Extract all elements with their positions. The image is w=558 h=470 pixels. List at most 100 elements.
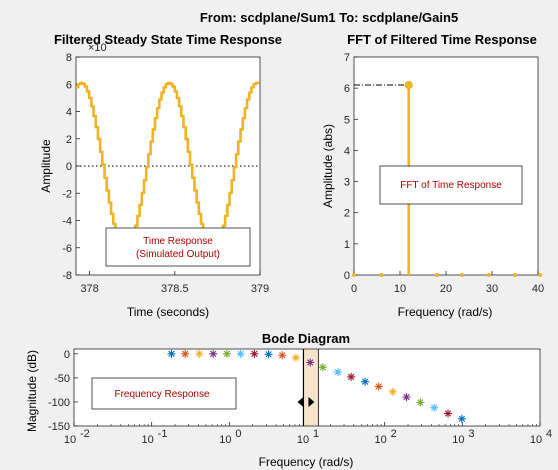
fft-xtick-label: 20	[440, 283, 452, 295]
bode-xtick-label: 10	[452, 434, 464, 446]
time-response-xtick-label: 378.5	[161, 283, 189, 295]
bode-data-point	[278, 351, 287, 360]
figure-suptitle: From: scdplane/Sum1 To: scdplane/Gain5	[200, 10, 458, 25]
bode-xtick-label: 10	[142, 434, 154, 446]
bode-data-point	[444, 409, 453, 418]
bode-xtick-exponent: 1	[313, 428, 319, 440]
bode-xtick-label: 10	[375, 434, 387, 446]
time-response-ytick-label: 6	[66, 79, 72, 91]
bode-ytick-label: -50	[54, 373, 70, 385]
fft-ytick-label: 6	[344, 83, 350, 95]
time-response-exponent-label: ×10	[88, 42, 107, 54]
fft-stem-marker	[352, 273, 356, 277]
bode-data-point	[416, 398, 425, 407]
time-response-ytick-label: 4	[66, 107, 72, 119]
bode-legend[interactable]: Frequency Response	[91, 377, 237, 410]
time-response-ytick-label: 0	[66, 161, 72, 173]
bode-data-point	[347, 372, 356, 381]
bode-xlabel: Frequency (rad/s)	[259, 455, 354, 469]
time-response-marks: 8 6 4 2 0 -2 -4 -6 -8 378 378.5 379	[62, 52, 269, 295]
fft-legend[interactable]: FFT of Time Response	[379, 165, 523, 205]
time-response-ylabel: Amplitude	[39, 139, 53, 193]
fft-title: FFT of Filtered Time Response	[347, 32, 537, 47]
bode-xtick-label: 10	[297, 434, 309, 446]
bode-data-point	[181, 349, 190, 358]
bode-data-point	[318, 363, 327, 372]
bode-data-point	[402, 393, 411, 402]
bode-data-point	[264, 350, 273, 359]
fft-ytick-label: 1	[344, 239, 350, 251]
fft-stem-marker	[486, 273, 491, 277]
bode-band-right-handle	[308, 396, 315, 407]
fft-ytick-label: 4	[344, 145, 350, 157]
bode-ytick-label: 0	[64, 349, 70, 361]
bode-data-point	[167, 349, 176, 358]
bode-data-point	[222, 349, 231, 358]
bode-data-point	[361, 377, 370, 386]
fft-stem-marker	[379, 273, 384, 277]
bode-data-point	[430, 403, 439, 412]
bode-ylabel: Magnitude (dB)	[25, 350, 39, 432]
fft-axes[interactable]: FFT of Filtered Time Response 0 1 2 3 4 5 6 7 0 1…	[321, 32, 544, 319]
bode-data-point	[250, 349, 259, 358]
bode-xtick-label: 10	[219, 434, 231, 446]
bode-data-point	[457, 414, 466, 423]
time-response-legend[interactable]: Time Response (Simulated Output)	[105, 227, 251, 267]
time-response-ytick-label: -4	[62, 216, 72, 228]
fft-ylabel: Amplitude (abs)	[321, 124, 335, 208]
bode-selected-band	[303, 349, 319, 426]
bode-xtick-exponent: 0	[235, 428, 241, 440]
bode-data-point	[195, 349, 204, 358]
fft-xlabel: Frequency (rad/s)	[398, 305, 493, 319]
time-response-ytick-label: -6	[62, 243, 72, 255]
bode-ytick-label: -100	[48, 397, 70, 409]
time-response-title: Filtered Steady State Time Response	[54, 32, 282, 47]
time-response-xtick-label: 378	[80, 283, 98, 295]
fft-xtick-label: 10	[394, 283, 406, 295]
bode-xtick-exponent: 2	[391, 428, 397, 440]
fft-stem-marker	[460, 273, 465, 277]
time-response-legend-box	[105, 227, 251, 267]
bode-data-point	[306, 358, 315, 367]
fft-xtick-label: 30	[486, 283, 498, 295]
time-response-legend-line2: (Simulated Output)	[136, 249, 220, 260]
fft-stem-marker	[434, 273, 439, 277]
time-response-ytick-label: 8	[66, 52, 72, 64]
time-response-ytick-label: 2	[66, 134, 72, 146]
fft-stem-marker	[513, 273, 517, 277]
fft-stem-marker	[404, 80, 413, 90]
fft-ytick-label: 7	[344, 52, 350, 64]
bode-xtick-label: 10	[64, 434, 76, 446]
time-response-ytick-label: -8	[62, 270, 72, 282]
fft-legend-line1: FFT of Time Response	[400, 180, 502, 191]
fft-legend-box	[379, 165, 523, 205]
time-response-xtick-label: 379	[251, 283, 269, 295]
time-response-legend-line1: Time Response	[143, 236, 213, 247]
bode-xtick-exponent: 4	[546, 428, 552, 440]
bode-xtick-exponent: 3	[468, 428, 474, 440]
bode-data-point	[209, 349, 218, 358]
bode-data-point	[291, 353, 300, 362]
time-response-series-line	[76, 81, 260, 251]
bode-xtick-label: 10	[530, 434, 542, 446]
fft-xtick-label: 40	[532, 283, 544, 295]
time-response-xlabel: Time (seconds)	[127, 305, 209, 319]
bode-data-point	[374, 382, 383, 391]
time-response-ytick-label: -2	[62, 188, 72, 200]
bode-legend-box	[91, 377, 237, 410]
bode-xtick-exponent: -1	[158, 428, 168, 440]
fft-xtick-label: 0	[351, 283, 357, 295]
bode-data-point	[333, 368, 342, 377]
fft-ytick-label: 5	[344, 114, 350, 126]
fft-ytick-label: 2	[344, 208, 350, 220]
bode-ytick-label: -150	[48, 421, 70, 433]
bode-band-left-handle	[297, 396, 304, 407]
time-response-axes[interactable]: Filtered Steady State Time Response 8 6 4 2…	[39, 32, 282, 319]
fft-stem-marker	[538, 273, 542, 277]
bode-xtick-exponent: -2	[80, 428, 90, 440]
bode-data-point	[388, 387, 397, 396]
bode-legend-line1: Frequency Response	[114, 389, 209, 400]
